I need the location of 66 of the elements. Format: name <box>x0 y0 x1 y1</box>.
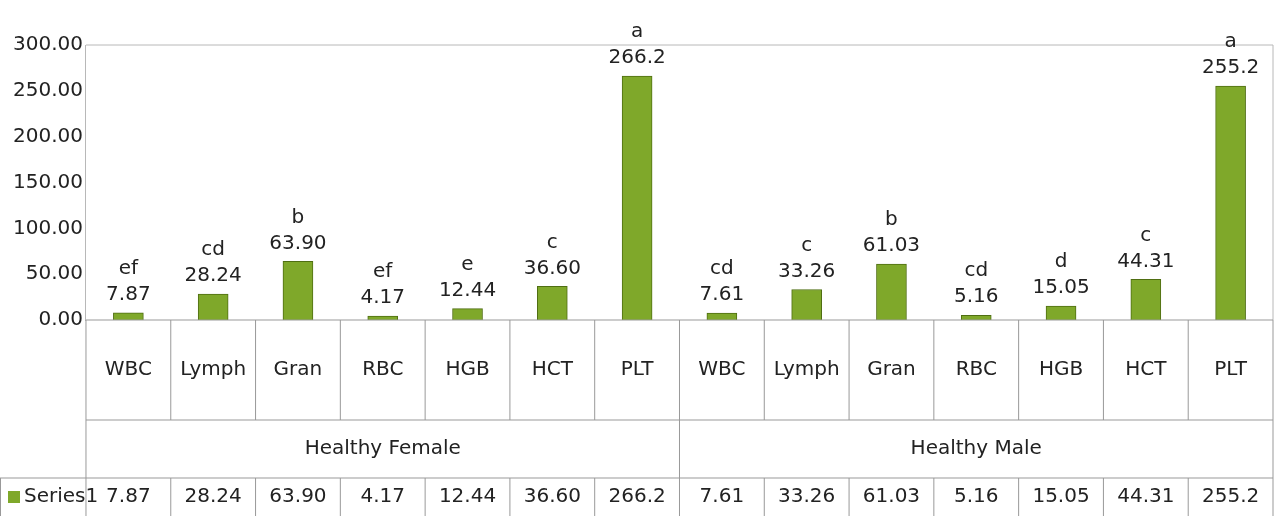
annotation: b <box>885 206 898 231</box>
annotation: cd <box>201 236 226 261</box>
x-tick-label: RBC <box>362 356 404 381</box>
data-label: 36.60 <box>523 483 581 508</box>
text: 5.16 <box>953 283 999 308</box>
data-label: 4.17 <box>360 483 405 508</box>
x-tick-label: PLT <box>1214 356 1248 381</box>
data-label: 44.31 <box>1117 483 1175 508</box>
annotation: c <box>546 228 558 253</box>
x-tick-label: WBC <box>698 356 746 381</box>
text: 36.60 <box>523 254 581 279</box>
x-tick-label: PLT <box>620 356 655 381</box>
x-tick-label: HGB <box>445 356 490 381</box>
data-label: 7.61 <box>699 483 745 508</box>
text: 15.05 <box>1032 274 1090 299</box>
annotation: c <box>801 231 813 256</box>
data-label: 266.2 <box>608 483 666 508</box>
x-tick-label: Gran <box>867 356 916 381</box>
data-label: 7.87 <box>106 483 151 508</box>
annotation: c <box>1140 221 1152 246</box>
text: 28.24 <box>184 262 242 287</box>
annotation: ef <box>373 258 394 283</box>
text: 266.2 <box>608 44 666 69</box>
text: 4.17 <box>360 284 405 309</box>
text: 12.44 <box>438 276 497 301</box>
x-tick-label: Lymph <box>180 356 247 381</box>
annotation: cd <box>964 257 989 282</box>
text: 61.03 <box>862 232 921 257</box>
x-tick-label: HCT <box>531 356 574 381</box>
text: 33.26 <box>778 257 836 282</box>
x-tick-label: Lymph <box>773 356 840 381</box>
text: Healthy Female <box>304 435 461 460</box>
data-label: 28.24 <box>184 483 242 508</box>
annotation: b <box>291 203 305 228</box>
data-label: 63.90 <box>269 483 327 508</box>
y-tick-label: 300.00 <box>13 31 83 56</box>
x-tick-label: HCT <box>1125 356 1168 381</box>
annotation: a <box>1224 28 1237 53</box>
data-label: 12.44 <box>438 483 497 508</box>
annotation: cd <box>710 255 734 280</box>
data-label: 61.03 <box>862 483 921 508</box>
data-label: 33.26 <box>778 483 836 508</box>
annotation: e <box>461 250 474 275</box>
legend-label: Series1 <box>24 483 99 508</box>
text: 7.87 <box>106 280 151 305</box>
text: 255.2 <box>1201 54 1260 79</box>
data-label: 255.2 <box>1201 483 1260 508</box>
x-tick-label: WBC <box>104 356 152 381</box>
text: 7.61 <box>699 281 745 306</box>
x-tick-label: RBC <box>955 356 997 381</box>
data-label: 15.05 <box>1032 483 1090 508</box>
text: Healthy Male <box>910 435 1042 460</box>
text: a <box>630 18 644 43</box>
x-tick-label: HGB <box>1038 356 1084 381</box>
text: 44.31 <box>1117 247 1175 272</box>
y-tick-label: 0.00 <box>38 306 83 331</box>
y-tick-label: 150.00 <box>13 168 83 193</box>
data-label: 5.16 <box>953 483 999 508</box>
y-tick-label: 100.00 <box>13 214 83 239</box>
x-tick-label: Gran <box>273 356 323 381</box>
annotation: ef <box>118 254 139 279</box>
y-tick-label: 200.00 <box>13 122 83 147</box>
text: 63.90 <box>269 229 327 254</box>
y-tick-label: 50.00 <box>25 260 83 285</box>
annotation: d <box>1054 248 1068 273</box>
y-tick-label: 250.00 <box>13 77 83 102</box>
